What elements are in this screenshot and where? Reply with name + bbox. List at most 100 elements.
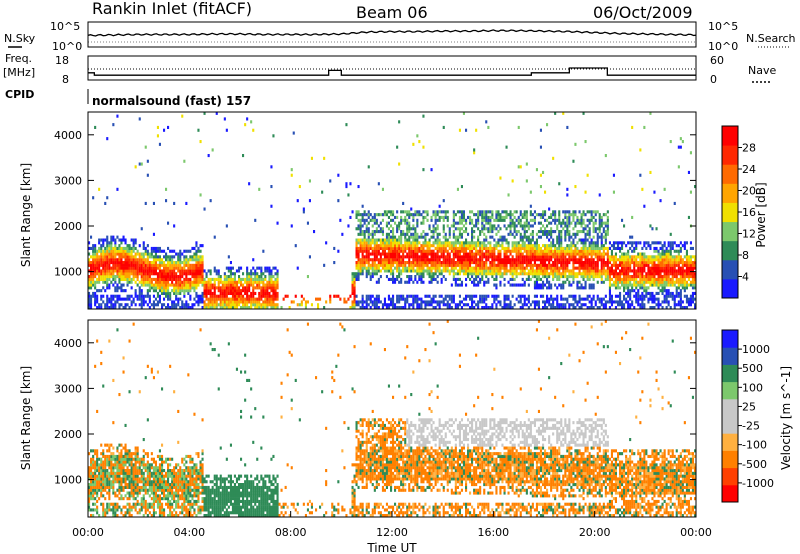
data-cell [529,255,532,259]
data-cell [142,303,145,307]
data-cell [252,266,255,270]
data-cell [258,275,261,279]
data-cell [165,258,168,262]
data-cell [398,246,401,250]
data-cell [193,286,196,290]
data-cell [598,255,601,259]
data-cell [428,272,431,276]
data-cell [639,303,642,307]
data-cell [379,244,382,248]
data-cell [402,218,405,222]
data-cell [244,306,247,310]
data-cell [479,261,482,265]
data-cell [523,232,526,236]
data-cell [223,300,226,304]
data-cell [256,266,259,270]
data-cell [363,300,366,304]
data-cell [444,215,447,219]
data-cell [392,213,395,217]
data-cell [471,235,474,239]
data-cell [527,283,530,287]
data-cell [669,269,672,273]
data-cell [369,294,372,298]
data-cell [452,249,455,253]
data-cell [377,230,380,234]
data-cell [507,232,510,236]
data-cell [104,303,107,307]
data-cell [570,241,573,245]
data-cell [665,255,668,259]
data-cell [154,289,157,293]
data-cell [584,252,587,256]
data-cell [199,263,202,267]
data-cell [673,249,676,253]
data-cell [124,275,127,279]
data-cell [252,303,255,307]
data-cell [387,227,390,231]
data-cell [621,303,624,307]
data-cell [665,269,668,273]
data-cell [114,249,117,253]
data-cell [580,246,583,250]
data-cell [379,252,382,256]
noise-panel: N.Sky 10^5 10^0 10^5 10^0 N.Search [4,20,796,53]
data-cell [179,261,182,265]
data-cell [450,249,453,253]
data-cell [544,244,547,248]
data-cell [422,263,425,267]
station-title: Rankin Inlet (fitACF) [92,0,252,18]
data-cell [552,269,555,273]
data-cell [625,252,628,256]
data-cell [517,246,520,250]
data-cell [495,269,498,273]
data-cell [191,266,194,270]
data-cell [477,266,480,270]
data-cell [373,232,376,236]
data-cell [588,263,591,267]
data-cell [367,246,370,250]
data-cell [533,306,536,310]
data-cell [627,283,630,287]
data-cell [677,261,680,265]
data-cell [201,297,204,301]
data-cell [185,255,188,259]
data-cell [357,300,360,304]
data-cell [367,232,370,236]
data-cell [586,306,589,310]
data-cell [580,249,583,253]
data-cell [473,277,476,281]
data-cell [653,269,656,273]
data-cell [169,263,172,267]
data-cell [454,244,457,248]
data-cell [167,306,170,310]
data-cell [497,252,500,256]
data-cell [539,269,542,273]
data-cell [444,213,447,217]
data-cell [375,252,378,256]
data-cell [462,218,465,222]
data-cell [544,252,547,256]
data-cell [511,249,514,253]
data-cell [392,241,395,245]
data-cell [248,286,251,290]
data-cell [363,235,366,239]
data-cell [377,266,380,270]
data-cell [375,297,378,301]
data-cell [394,277,397,281]
data-cell [539,286,542,290]
data-cell [542,255,545,259]
data-cell [483,297,486,301]
data-cell [369,300,372,304]
data-cell [381,232,384,236]
data-cell [120,249,123,253]
data-cell [416,232,419,236]
data-cell [201,275,204,279]
data-cell [588,306,591,310]
data-cell [191,306,194,310]
data-cell [535,238,538,242]
data-cell [566,269,569,273]
data-cell [408,215,411,219]
data-cell [677,252,680,256]
data-cell [477,218,480,222]
data-cell [118,261,121,265]
